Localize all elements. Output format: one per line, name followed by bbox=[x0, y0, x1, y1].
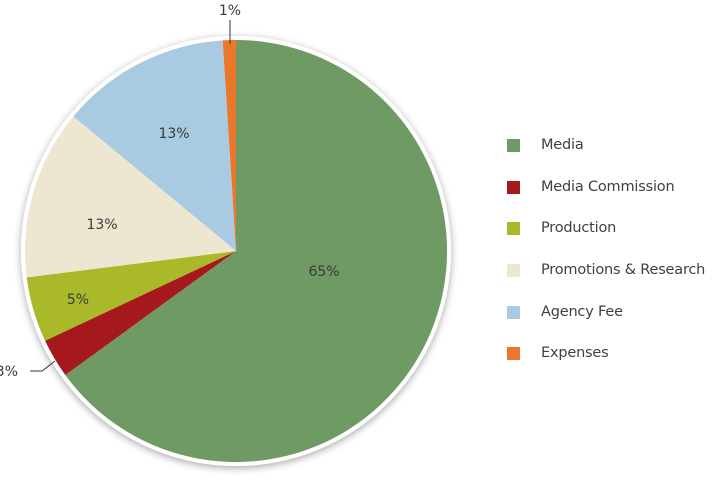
legend-label: Media Commission bbox=[541, 179, 675, 195]
legend-item-agency-fee[interactable]: Agency Fee bbox=[507, 302, 623, 322]
label-media-commission: 3% bbox=[0, 364, 18, 380]
slice-production[interactable] bbox=[26, 251, 237, 341]
legend-label: Agency Fee bbox=[541, 304, 623, 320]
slice-agency-fee[interactable] bbox=[73, 40, 237, 252]
legend: Media Media Commission Production Promot… bbox=[507, 0, 720, 489]
legend-label: Media bbox=[541, 137, 584, 153]
legend-swatch-production bbox=[507, 221, 520, 235]
slice-media[interactable] bbox=[65, 40, 448, 462]
legend-item-production[interactable]: Production bbox=[507, 218, 616, 238]
legend-label: Promotions & Research bbox=[541, 262, 706, 278]
legend-swatch-expenses bbox=[507, 346, 520, 360]
slice-media-commission[interactable] bbox=[45, 251, 236, 375]
label-promotions-research: 13% bbox=[86, 217, 117, 233]
label-expenses: 1% bbox=[219, 3, 241, 19]
legend-swatch-media bbox=[507, 138, 520, 152]
legend-swatch-promotions-research bbox=[507, 263, 520, 277]
legend-item-media[interactable]: Media bbox=[507, 135, 584, 155]
legend-label: Expenses bbox=[541, 345, 609, 361]
legend-item-media-commission[interactable]: Media Commission bbox=[507, 177, 675, 197]
legend-item-promotions-research[interactable]: Promotions & Research bbox=[507, 260, 705, 280]
legend-item-expenses[interactable]: Expenses bbox=[507, 343, 609, 363]
slice-promotions-research[interactable] bbox=[25, 116, 236, 278]
label-agency-fee: 13% bbox=[158, 126, 189, 142]
legend-label: Production bbox=[541, 220, 617, 236]
label-media: 65% bbox=[308, 264, 339, 280]
legend-swatch-media-commission bbox=[507, 180, 520, 194]
slice-expenses[interactable] bbox=[222, 39, 236, 251]
legend-swatch-agency-fee bbox=[507, 305, 520, 319]
label-production: 5% bbox=[67, 292, 89, 308]
leader-line-media-commission bbox=[30, 360, 56, 372]
